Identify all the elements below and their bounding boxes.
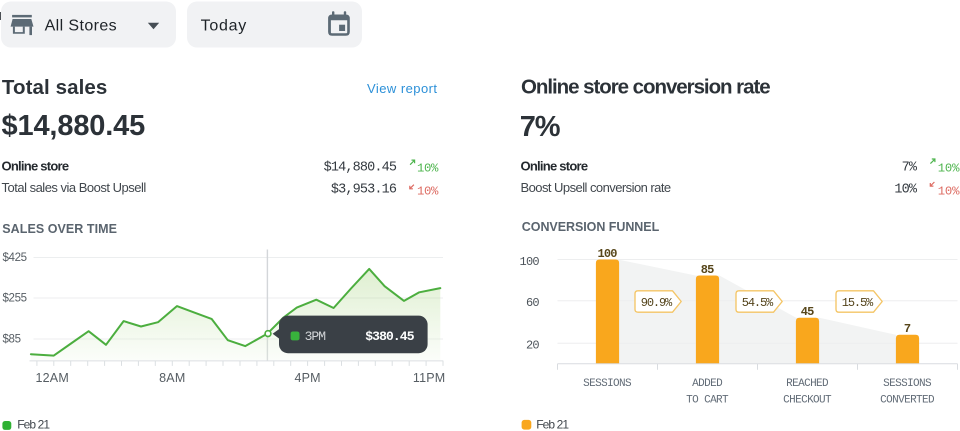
svg-text:60: 60 — [526, 296, 539, 310]
svg-text:45: 45 — [801, 305, 814, 319]
svg-text:ADDED: ADDED — [692, 378, 723, 390]
svg-text:4PM: 4PM — [294, 371, 320, 385]
svg-text:100: 100 — [597, 247, 617, 261]
svg-text:CONVERTED: CONVERTED — [880, 394, 935, 406]
svg-text:Feb 21: Feb 21 — [17, 418, 50, 431]
svg-text:SESSIONS: SESSIONS — [583, 378, 632, 390]
svg-text:$380.45: $380.45 — [365, 329, 414, 344]
svg-text:54.5%: 54.5% — [742, 296, 774, 310]
svg-text:REACHED: REACHED — [786, 378, 829, 390]
svg-text:85: 85 — [701, 263, 714, 277]
svg-text:View report: View report — [367, 81, 437, 96]
svg-text:TO CART: TO CART — [686, 394, 729, 406]
svg-text:Boost Upsell conversion rate: Boost Upsell conversion rate — [521, 180, 671, 195]
svg-text:11PM: 11PM — [413, 371, 446, 385]
svg-text:10%: 10% — [938, 184, 960, 198]
svg-text:All Stores: All Stores — [45, 17, 117, 34]
svg-text:Feb 21: Feb 21 — [536, 418, 569, 431]
svg-text:SESSIONS: SESSIONS — [883, 378, 932, 390]
svg-text:CONVERSION FUNNEL: CONVERSION FUNNEL — [522, 220, 660, 234]
svg-text:7: 7 — [904, 322, 911, 336]
svg-text:$14,880.45: $14,880.45 — [324, 160, 397, 175]
svg-text:Today: Today — [201, 17, 247, 34]
svg-text:100: 100 — [520, 255, 540, 269]
svg-text:Total sales: Total sales — [2, 76, 108, 99]
svg-text:$3,953.16: $3,953.16 — [331, 182, 397, 197]
svg-text:Total sales via Boost Upsell: Total sales via Boost Upsell — [2, 180, 147, 195]
svg-text:Online store: Online store — [521, 159, 588, 174]
svg-text:3PM: 3PM — [305, 329, 326, 344]
svg-text:7%: 7% — [902, 160, 918, 175]
svg-text:$85: $85 — [3, 334, 21, 346]
svg-text:$255: $255 — [3, 293, 27, 305]
svg-text:90.9%: 90.9% — [641, 296, 673, 310]
svg-text:20: 20 — [526, 339, 539, 353]
svg-text:10%: 10% — [417, 184, 439, 198]
svg-text:$14,880.45: $14,880.45 — [2, 110, 146, 142]
svg-text:10%: 10% — [417, 161, 439, 175]
svg-text:12AM: 12AM — [36, 371, 69, 385]
svg-text:Online store: Online store — [2, 159, 69, 174]
svg-text:SALES OVER TIME: SALES OVER TIME — [2, 222, 117, 236]
svg-text:CHECKOUT: CHECKOUT — [783, 394, 832, 406]
svg-text:Online store conversion rate: Online store conversion rate — [521, 76, 770, 99]
svg-text:$425: $425 — [3, 252, 27, 264]
svg-text:15.5%: 15.5% — [842, 296, 874, 310]
svg-text:7%: 7% — [520, 111, 561, 143]
svg-text:10%: 10% — [938, 161, 960, 175]
svg-text:10%: 10% — [894, 182, 918, 197]
svg-text:8AM: 8AM — [159, 371, 185, 385]
